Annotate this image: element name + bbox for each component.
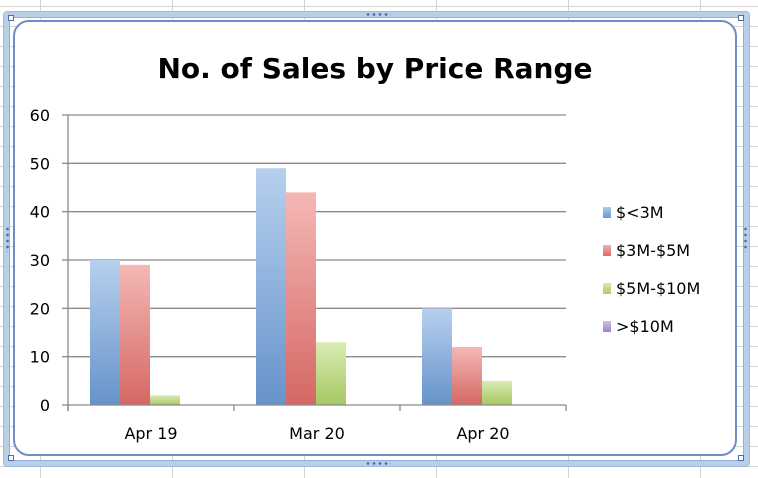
axes: 0 10 20 30 40 50 60 Apr 19 Mar 20 Apr 20: [30, 106, 567, 443]
bars: [90, 168, 512, 405]
y-tick-label: 60: [30, 106, 50, 125]
bar: [422, 308, 452, 405]
y-tick-label: 40: [30, 203, 50, 222]
y-tick-label: 0: [40, 396, 50, 415]
legend[interactable]: $<3M $3M-$5M $5M-$10M >$10M: [603, 203, 700, 336]
bar: [482, 380, 512, 405]
bar: [120, 264, 150, 405]
bar: [256, 168, 286, 405]
bottom-resize-handle[interactable]: [365, 461, 391, 466]
x-tick-label: Mar 20: [289, 424, 345, 443]
bar: [90, 260, 120, 405]
y-tick-label: 30: [30, 251, 50, 270]
bar: [150, 395, 180, 405]
legend-swatch: [603, 245, 611, 256]
y-tick-label: 50: [30, 154, 50, 173]
gridlines: [68, 114, 566, 358]
legend-swatch: [603, 321, 611, 332]
top-right-resize-handle[interactable]: [738, 15, 744, 21]
top-resize-handle[interactable]: [365, 12, 391, 17]
bottom-left-resize-handle[interactable]: [8, 455, 14, 461]
y-tick-label: 20: [30, 299, 50, 318]
x-tick-label: Apr 19: [124, 424, 177, 443]
top-left-resize-handle[interactable]: [8, 15, 14, 21]
bar: [286, 192, 316, 405]
legend-label: $3M-$5M: [616, 241, 690, 260]
legend-swatch: [603, 207, 611, 218]
bar: [316, 342, 346, 405]
legend-label: $<3M: [616, 203, 664, 222]
legend-label: $5M-$10M: [616, 279, 700, 298]
right-resize-handle[interactable]: [743, 226, 748, 252]
left-resize-handle[interactable]: [5, 226, 10, 252]
legend-swatch: [603, 283, 611, 294]
legend-label: >$10M: [616, 317, 674, 336]
chart-title: No. of Sales by Price Range: [157, 52, 592, 85]
x-tick-label: Apr 20: [456, 424, 509, 443]
bar: [452, 347, 482, 405]
y-tick-label: 10: [30, 348, 50, 367]
bottom-right-resize-handle[interactable]: [738, 455, 744, 461]
